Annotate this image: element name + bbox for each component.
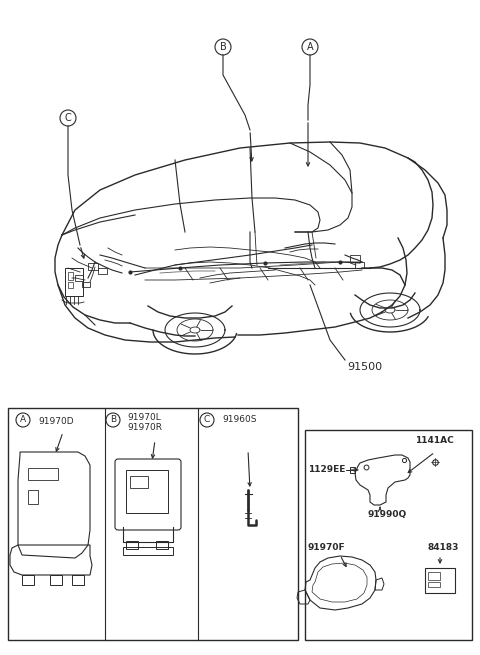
Bar bbox=[50, 575, 62, 585]
Bar bbox=[428, 572, 440, 580]
Bar bbox=[126, 541, 138, 549]
Bar bbox=[428, 582, 440, 587]
Bar bbox=[156, 541, 168, 549]
Bar bbox=[72, 575, 84, 585]
Text: 84183: 84183 bbox=[428, 544, 459, 553]
Bar bbox=[65, 268, 83, 296]
Bar bbox=[130, 476, 148, 488]
Bar bbox=[126, 470, 168, 513]
Text: B: B bbox=[220, 42, 227, 52]
Bar bbox=[98, 268, 107, 274]
Text: B: B bbox=[110, 415, 116, 424]
Bar bbox=[425, 568, 455, 593]
Text: 91970R: 91970R bbox=[127, 424, 162, 432]
Text: 1129EE: 1129EE bbox=[308, 466, 346, 474]
Bar bbox=[8, 408, 298, 640]
Bar bbox=[350, 255, 360, 262]
Bar bbox=[350, 467, 355, 473]
Bar bbox=[68, 282, 73, 288]
Bar bbox=[28, 490, 38, 504]
Text: 91970F: 91970F bbox=[308, 544, 346, 553]
Bar bbox=[22, 575, 34, 585]
Text: 1141AC: 1141AC bbox=[415, 436, 454, 445]
Text: 91960S: 91960S bbox=[222, 415, 256, 424]
Text: 91970D: 91970D bbox=[38, 417, 73, 426]
Bar bbox=[355, 262, 364, 268]
Bar bbox=[28, 468, 58, 480]
Bar bbox=[82, 282, 90, 287]
Bar bbox=[305, 430, 472, 640]
Bar bbox=[68, 272, 73, 280]
Bar bbox=[75, 275, 83, 281]
Text: C: C bbox=[65, 113, 72, 123]
Text: C: C bbox=[204, 415, 210, 424]
Text: A: A bbox=[307, 42, 313, 52]
Text: 91500: 91500 bbox=[347, 362, 382, 372]
Text: 91970L: 91970L bbox=[127, 413, 161, 422]
Bar bbox=[123, 547, 173, 555]
Bar bbox=[88, 263, 98, 270]
Text: 91990Q: 91990Q bbox=[368, 510, 407, 519]
Text: A: A bbox=[20, 415, 26, 424]
